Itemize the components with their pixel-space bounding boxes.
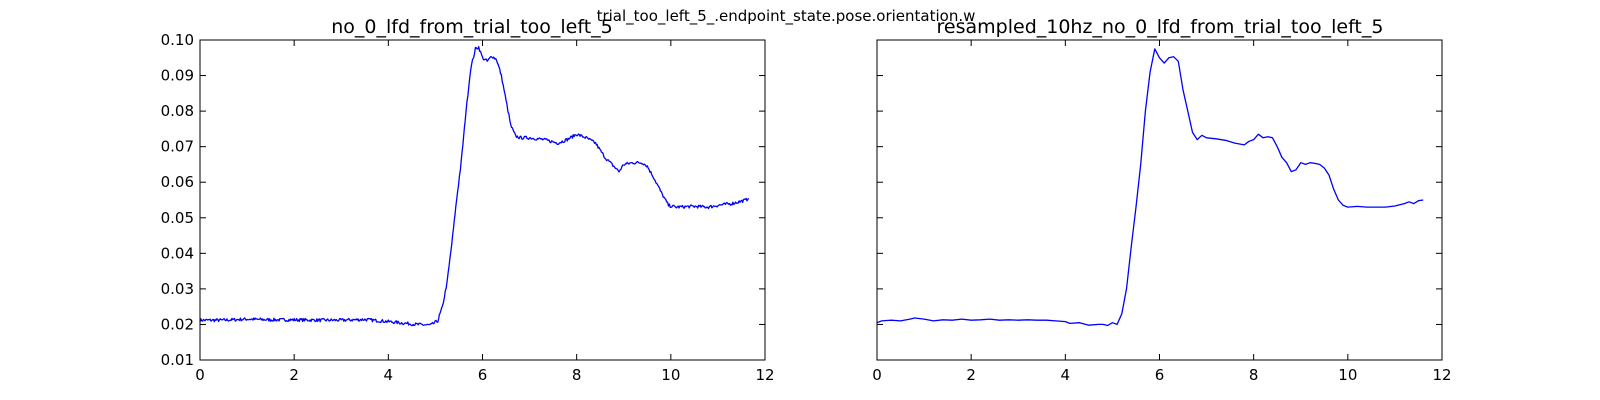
left-plot-xtick-label: 0 [195,366,205,384]
right-plot-xtick-label: 10 [1338,366,1357,384]
left-plot-series-layer [199,46,750,327]
right-plot-frame [876,39,1443,361]
right-plot-xtick-label: 4 [1061,366,1071,384]
left-plot-title: no_0_lfd_from_trial_too_left_5 [331,16,613,38]
figure-suptitle: trial_too_left_5_.endpoint_state.pose.or… [597,7,976,26]
left-plot-xtick-label: 4 [384,366,394,384]
left-plot-ytick-label: 0.09 [161,67,194,85]
left-plot-frame [199,39,766,361]
left-plot-ytick-label: 0.03 [161,280,194,298]
right-plot-xtick-label: 0 [872,366,882,384]
left-plot-xtick-label: 6 [478,366,488,384]
left-plot-xtick-label: 12 [755,366,774,384]
right-plot-series-line [876,48,1424,327]
left-plot-ytick-label: 0.07 [161,138,194,156]
right-plot-series-layer [876,48,1424,327]
right-plot-xtick-label: 6 [1155,366,1165,384]
left-plot-ytick-label: 0.06 [161,173,194,191]
right-plot-title: resampled_10hz_no_0_lfd_from_trial_too_l… [937,16,1384,38]
left-plot-ytick-label: 0.08 [161,102,194,120]
left-plot-panel: no_0_lfd_from_trial_too_left_5 0 2 4 6 8 10 12… [161,16,775,384]
left-plot-xtick-label: 8 [572,366,582,384]
right-plot-xtick-label: 12 [1432,366,1451,384]
left-plot-xtick-label: 2 [289,366,299,384]
right-plot-ticks-layer: 0 2 4 6 8 10 12 [872,39,1452,384]
left-plot-xtick-label: 10 [661,366,680,384]
left-plot-ytick-label: 0.02 [161,315,194,333]
left-plot-series-line [199,46,750,327]
right-plot-panel: resampled_10hz_no_0_lfd_from_trial_too_l… [872,16,1451,384]
left-plot-ytick-label: 0.01 [161,351,194,369]
left-plot-ytick-label: 0.04 [161,244,194,262]
left-plot-ytick-label: 0.05 [161,209,194,227]
left-plot-ytick-label: 0.10 [161,31,194,49]
right-plot-xtick-label: 8 [1249,366,1259,384]
right-plot-xtick-label: 2 [966,366,976,384]
left-plot-ticks-layer: 0 2 4 6 8 10 12 0.01 0.02 0.03 0.04 0.05 0.06 0.07 0.0… [161,31,775,384]
